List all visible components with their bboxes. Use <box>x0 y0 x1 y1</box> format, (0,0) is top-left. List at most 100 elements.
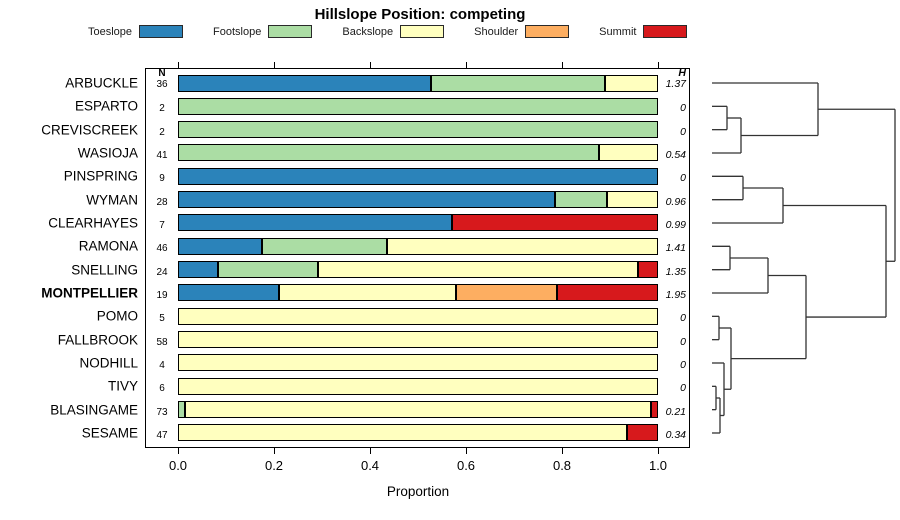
shannon-h-value: 0 <box>680 358 686 371</box>
tick-bottom <box>562 448 564 454</box>
tick-bottom <box>658 448 660 454</box>
tick-top <box>466 62 468 68</box>
bar-segment-summit <box>452 214 658 232</box>
legend-label: Footslope <box>213 25 262 38</box>
bar-segment-footslope <box>555 191 607 209</box>
shannon-h-value: 0 <box>680 172 686 185</box>
legend-swatch <box>139 25 184 38</box>
bar-segment-backslope <box>318 261 638 279</box>
legend-label: Backslope <box>342 25 394 38</box>
row-label-blasingame: BLASINGAME <box>50 402 138 418</box>
stacked-bar-ramona <box>178 237 658 255</box>
n-value: N 36 <box>156 68 168 90</box>
row-label-wyman: WYMAN <box>86 192 138 208</box>
n-value: 19 <box>156 289 168 301</box>
n-value: 9 <box>159 173 165 185</box>
stacked-bar-nodhill <box>178 354 658 372</box>
bar-segment-toeslope <box>178 261 218 279</box>
bar-segment-toeslope <box>178 214 452 232</box>
bar-segment-shoulder <box>456 284 557 302</box>
bar-segment-footslope <box>178 144 599 162</box>
bar-segment-summit <box>627 424 658 442</box>
shannon-h-value: 0.34 <box>665 428 686 441</box>
legend-item-toeslope: Toeslope <box>88 25 184 38</box>
stacked-bar-clearhayes <box>178 214 658 232</box>
stacked-bar-wasioja <box>178 144 658 162</box>
x-tick-label: 0.0 <box>168 458 188 473</box>
legend-swatch <box>643 25 688 38</box>
stacked-bar-snelling <box>178 261 658 279</box>
row-label-ramona: RAMONA <box>78 238 138 254</box>
legend-swatch <box>400 25 445 38</box>
n-value: 73 <box>156 406 168 418</box>
tick-bottom <box>370 448 372 454</box>
stacked-bar-tivy <box>178 377 658 395</box>
stacked-bar-wyman <box>178 191 658 209</box>
bar-segment-backslope <box>605 74 658 92</box>
bar-segment-footslope <box>431 74 605 92</box>
bar-segment-backslope <box>178 331 658 349</box>
bar-segment-backslope <box>178 424 627 442</box>
shannon-h-value: H 1.37 <box>665 67 686 90</box>
stacked-bar-sesame <box>178 424 658 442</box>
shannon-h-value: 1.41 <box>665 242 686 255</box>
shannon-h-value: 0 <box>680 382 686 395</box>
bar-segment-toeslope <box>178 191 555 209</box>
stacked-bar-arbuckle <box>178 74 658 92</box>
row-label-snelling: SNELLING <box>71 262 138 278</box>
legend-swatch <box>525 25 570 38</box>
shannon-h-value: 0 <box>680 335 686 348</box>
bar-segment-summit <box>638 261 658 279</box>
shannon-h-value: 0.21 <box>665 405 686 418</box>
legend-label: Shoulder <box>474 25 519 38</box>
legend-item-footslope: Footslope <box>213 25 313 38</box>
tick-top <box>274 62 276 68</box>
tick-top <box>178 62 180 68</box>
row-label-esparto: ESPARTO <box>74 98 138 114</box>
n-value: 2 <box>159 103 165 115</box>
tick-bottom <box>274 448 276 454</box>
stacked-bar-blasingame <box>178 401 658 419</box>
row-label-wasioja: WASIOJA <box>77 145 138 161</box>
n-value: 5 <box>159 313 165 325</box>
shannon-h-value: 0.99 <box>665 218 686 231</box>
shannon-h-value: 1.35 <box>665 265 686 278</box>
row-label-pomo: POMO <box>96 308 138 324</box>
row-label-nodhill: NODHILL <box>79 355 138 371</box>
x-tick-label: 0.6 <box>456 458 476 473</box>
bar-segment-summit <box>557 284 658 302</box>
row-label-fallbrook: FALLBROOK <box>57 332 138 348</box>
n-value: 28 <box>156 196 168 208</box>
bar-segment-backslope <box>279 284 456 302</box>
bar-segment-toeslope <box>178 167 658 185</box>
n-value: 4 <box>159 359 165 371</box>
tick-bottom <box>178 448 180 454</box>
stacked-bar-fallbrook <box>178 331 658 349</box>
tick-top <box>562 62 564 68</box>
n-value: 41 <box>156 149 168 161</box>
stacked-bar-esparto <box>178 97 658 115</box>
tick-top <box>370 62 372 68</box>
tick-bottom <box>466 448 468 454</box>
bar-segment-footslope <box>178 97 658 115</box>
stacked-bar-creviscreek <box>178 121 658 139</box>
row-label-sesame: SESAME <box>81 425 138 441</box>
legend-swatch <box>268 25 313 38</box>
bar-segment-backslope <box>178 377 658 395</box>
x-tick-label: 0.8 <box>552 458 572 473</box>
n-value: 2 <box>159 126 165 138</box>
tick-top <box>658 62 660 68</box>
shannon-h-value: 0 <box>680 312 686 325</box>
bar-segment-backslope <box>178 307 658 325</box>
stacked-bar-pomo <box>178 307 658 325</box>
n-value: 58 <box>156 336 168 348</box>
row-label-tivy: TIVY <box>107 378 138 394</box>
bar-segment-footslope <box>178 401 185 419</box>
shannon-h-value: 0 <box>680 125 686 138</box>
chart-title: Hillslope Position: competing <box>314 6 526 23</box>
bar-segment-footslope <box>178 121 658 139</box>
x-axis-title: Proportion <box>386 484 450 499</box>
n-value: 47 <box>156 429 168 441</box>
x-tick-label: 0.4 <box>360 458 380 473</box>
